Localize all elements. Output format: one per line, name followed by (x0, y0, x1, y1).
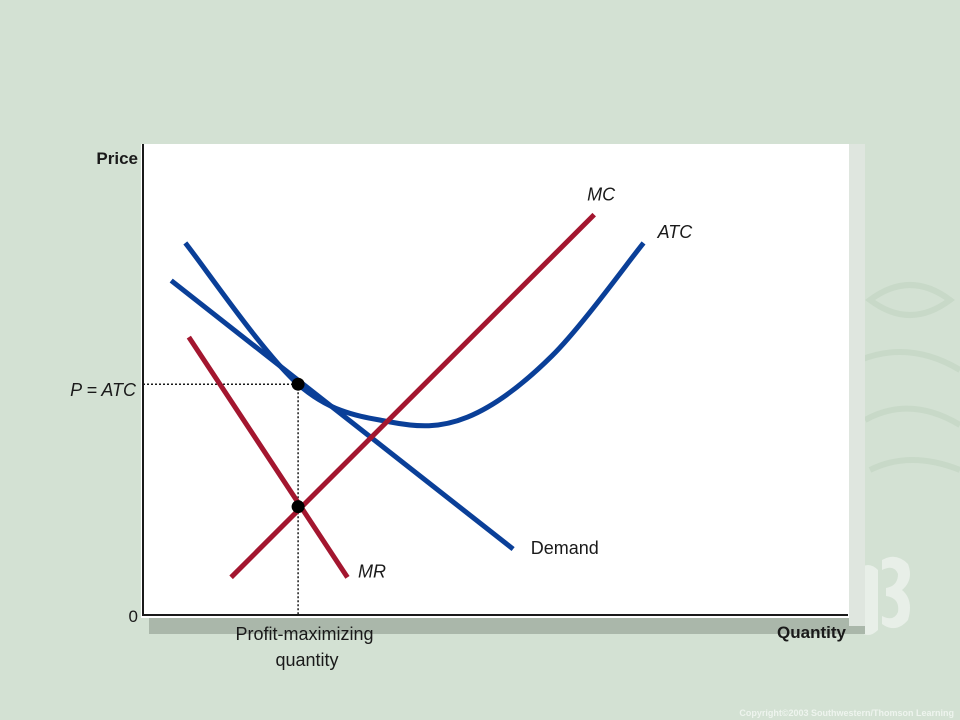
intersection-point-1 (291, 377, 305, 391)
origin-label: 0 (129, 607, 138, 626)
panel-edge (849, 144, 865, 626)
profit-maximizing-quantity-label: Profit-maximizing quantity (235, 624, 378, 670)
mc-label: MC (587, 185, 616, 205)
copyright-notice: Copyright©2003 Southwestern/Thomson Lear… (739, 708, 954, 718)
mc-curve (229, 212, 596, 580)
mr-curve (186, 335, 350, 579)
x-axis-label: Quantity (777, 623, 846, 642)
mr-label: MR (358, 561, 386, 581)
atc-curve (183, 241, 646, 429)
demand-label: Demand (531, 538, 599, 558)
quantity-label-line-1: Profit-maximizing (235, 624, 373, 644)
curves-layer: MC ATC Demand MR (143, 185, 693, 615)
intersection-point-2 (291, 500, 305, 514)
chart-panel (141, 144, 857, 618)
atc-label: ATC (657, 222, 694, 242)
price-equals-atc-label: P = ATC (70, 380, 137, 400)
demand-curve (169, 278, 515, 552)
y-axis-label: Price (96, 149, 138, 168)
quantity-label-line-2: quantity (275, 650, 338, 670)
